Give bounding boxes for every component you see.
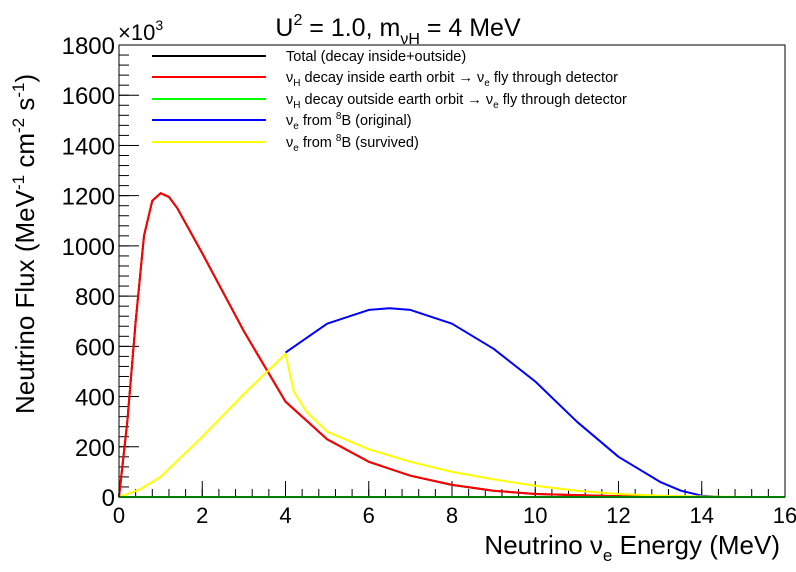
legend-label-part: from	[299, 113, 336, 129]
xlabel-post: Energy (MeV)	[612, 530, 780, 560]
legend-label-part: ν	[286, 92, 293, 108]
legend-label-part: H	[293, 100, 300, 111]
ylabel-sup-1: -1	[9, 175, 28, 190]
legend-label-1: νH decay inside earth orbit → νe fly thr…	[286, 70, 618, 89]
legend-label-part: from	[299, 135, 336, 151]
legend-label-part: ν	[286, 70, 293, 86]
x-tick-label: 12	[606, 503, 630, 528]
y-tick-label: 200	[75, 435, 115, 462]
legend-label-part: ν	[286, 135, 293, 151]
legend-label-part: fly through detector	[490, 70, 618, 86]
plot-frame	[118, 44, 786, 498]
x-tick-label: 0	[113, 503, 125, 528]
ylabel-sup-2: -2	[9, 118, 28, 133]
y-multiplier: ×103	[118, 17, 163, 45]
title-post: = 4 MeV	[420, 14, 521, 42]
legend-label-part: ν	[286, 113, 293, 129]
ylabel-a: Neutrino Flux (MeV	[10, 189, 40, 414]
y-tick-label: 1400	[62, 133, 115, 160]
legend-label-3: νe from 8B (original)	[286, 111, 412, 132]
x-tick-label: 14	[690, 503, 714, 528]
legend: Total (decay inside+outside)νH decay ins…	[152, 49, 627, 154]
multiplier-sup: 3	[155, 17, 163, 33]
title-mid: = 1.0, m	[302, 14, 400, 42]
x-tick-label: 2	[196, 503, 208, 528]
x-tick-label: 4	[279, 503, 291, 528]
x-tick-label: 10	[523, 503, 547, 528]
title-pre: U	[275, 14, 293, 42]
series-line-4	[118, 352, 785, 498]
y-tick-label: 0	[102, 485, 115, 512]
title-sup: 2	[293, 12, 302, 29]
y-tick-label: 600	[75, 334, 115, 361]
x-tick-label: 6	[363, 503, 375, 528]
xlabel-pre: Neutrino ν	[484, 530, 603, 560]
multiplier-text: ×10	[118, 20, 155, 45]
series-line-1	[118, 192, 785, 498]
xlabel-sub: e	[603, 546, 612, 565]
legend-label-part: e	[293, 121, 299, 132]
y-tick-label: 1000	[62, 234, 115, 261]
title-sub: νH	[400, 31, 420, 48]
y-tick-label: 1200	[62, 184, 115, 211]
y-tick-label: 400	[75, 385, 115, 412]
y-tick-label: 1600	[62, 83, 115, 110]
chart-title: U2 = 1.0, mνH = 4 MeV	[275, 12, 521, 48]
legend-label-4: νe from 8B (survived)	[286, 133, 419, 154]
legend-label-part: Total (decay inside+outside)	[286, 49, 466, 65]
legend-label-part: decay outside earth orbit → ν	[300, 92, 493, 108]
legend-label-part: decay inside earth orbit → ν	[300, 70, 484, 86]
y-tick-label: 800	[75, 284, 115, 311]
ylabel-c: s	[10, 98, 40, 118]
legend-label-part: 8	[336, 133, 342, 144]
legend-label-part: e	[493, 100, 499, 111]
tick-marks	[118, 44, 786, 498]
legend-label-part: 8	[336, 111, 342, 122]
legend-label-0: Total (decay inside+outside)	[286, 49, 466, 65]
x-tick-label: 8	[446, 503, 458, 528]
ylabel-d: )	[10, 74, 40, 83]
ylabel-b: cm	[10, 133, 40, 175]
legend-label-part: H	[293, 78, 300, 89]
y-tick-label: 1800	[62, 33, 115, 60]
y-axis-label: Neutrino Flux (MeV-1 cm-2 s-1)	[9, 74, 40, 414]
x-tick-label: 16	[773, 503, 796, 528]
legend-label-part: e	[484, 78, 490, 89]
legend-label-2: νH decay outside earth orbit → νe fly th…	[286, 92, 627, 111]
legend-label-part: e	[293, 143, 299, 154]
x-axis-label: Neutrino νe Energy (MeV)	[484, 530, 780, 565]
legend-label-part: B (original)	[341, 113, 411, 129]
legend-label-part: fly through detector	[499, 92, 627, 108]
tick-labels: 0 2 4 6 8 10 12 14 16 0 200 400 600 800 1000 1200 1400 16…	[62, 33, 796, 528]
ylabel-sup-3: -1	[9, 83, 28, 98]
legend-label-part: B (survived)	[341, 135, 418, 151]
